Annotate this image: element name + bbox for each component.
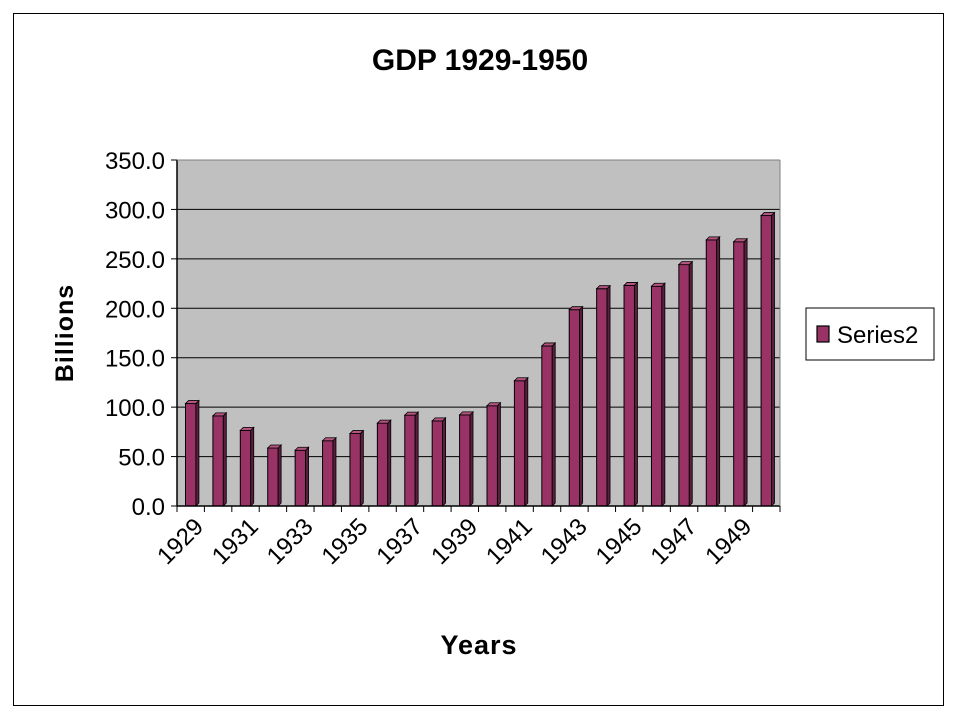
x-tick-label: 1929: [152, 513, 209, 570]
x-tick-label: 1939: [426, 513, 483, 570]
bar: [540, 341, 557, 507]
y-tick-label: 150.0: [105, 346, 165, 373]
chart-title: GDP 1929-1950: [372, 44, 588, 77]
bar: [431, 416, 447, 507]
bar: [184, 399, 200, 507]
y-tick-label: 300.0: [105, 197, 165, 224]
y-tick-label: 250.0: [105, 247, 165, 274]
bar: [321, 436, 337, 507]
x-tick-label: 1947: [645, 513, 702, 570]
bar: [458, 410, 474, 507]
bar: [677, 260, 694, 507]
bar: [595, 284, 612, 507]
bar: [348, 429, 365, 507]
y-axis-label: Billions: [51, 284, 79, 382]
x-tick-label: 1943: [536, 513, 593, 570]
x-tick-label: 1949: [700, 513, 757, 570]
bar: [266, 444, 283, 507]
y-tick-label: 50.0: [118, 445, 165, 472]
bar: [239, 426, 255, 507]
x-tick-label: 1937: [371, 513, 428, 570]
x-tick-label: 1931: [207, 513, 264, 570]
bar: [650, 282, 666, 507]
bar: [513, 376, 529, 507]
y-tick-label: 200.0: [105, 296, 165, 323]
legend-label: Series2: [837, 322, 918, 349]
bar: [376, 419, 392, 507]
x-tick-label: 1941: [481, 513, 538, 570]
x-axis-label: Years: [440, 630, 517, 660]
bar: [705, 235, 721, 507]
bar: [403, 411, 420, 507]
legend: Series2: [805, 307, 935, 361]
bar: [294, 446, 310, 507]
bar: [760, 211, 776, 507]
y-tick-label: 350.0: [105, 148, 165, 175]
bar: [486, 401, 502, 507]
bar: [211, 411, 228, 507]
x-tick-label: 1935: [317, 513, 374, 570]
y-tick-label: 0.0: [132, 494, 165, 521]
bar: [568, 305, 584, 507]
bar: [623, 281, 639, 507]
x-tick-label: 1933: [262, 513, 319, 570]
y-tick-label: 100.0: [105, 395, 165, 422]
bar: [732, 237, 749, 507]
legend-swatch: [816, 325, 830, 343]
x-tick-label: 1945: [591, 513, 648, 570]
